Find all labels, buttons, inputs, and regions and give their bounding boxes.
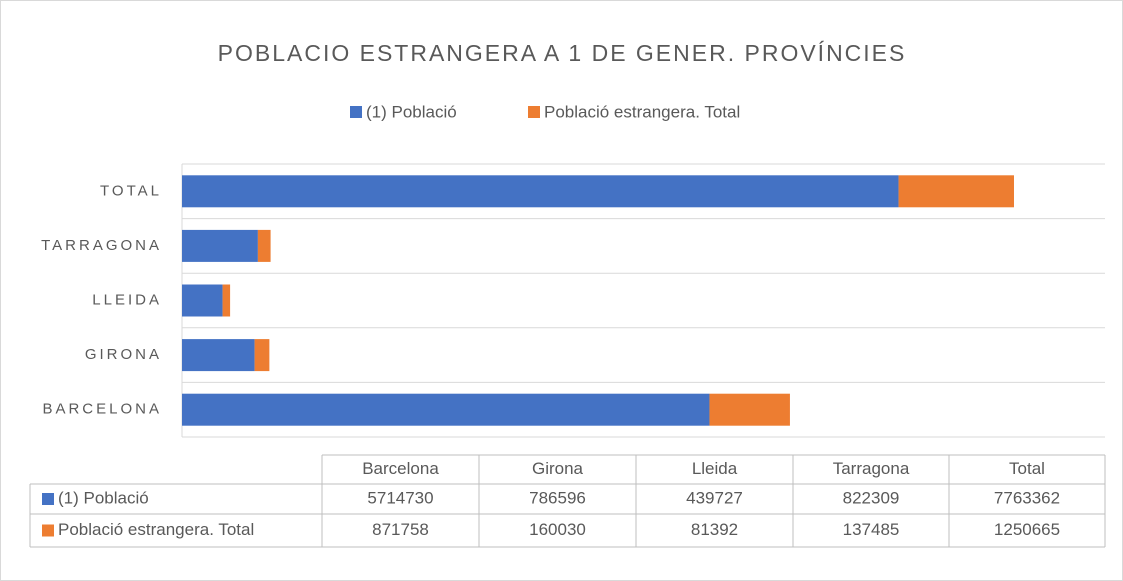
bar-segment xyxy=(182,175,899,208)
table-cell: 137485 xyxy=(843,520,900,539)
legend-label: Població estrangera. Total xyxy=(544,102,740,121)
bar-segment xyxy=(254,339,270,372)
table-header: Barcelona xyxy=(362,459,439,478)
bar-segment xyxy=(182,284,223,317)
y-tick-label: Girona xyxy=(85,346,162,363)
bar-segment xyxy=(182,229,258,262)
y-tick-label: Tarragona xyxy=(41,237,162,254)
table-cell: 7763362 xyxy=(994,488,1060,507)
chart-title: POBLACIO ESTRANGERA A 1 DE GENER. PROVÍN… xyxy=(218,40,907,66)
y-tick-label: Total xyxy=(100,182,162,199)
bar-segment xyxy=(182,393,710,426)
table-row-label: Població estrangera. Total xyxy=(58,520,254,539)
table-cell: 822309 xyxy=(843,488,900,507)
bar-segment xyxy=(257,229,271,262)
table-header: Girona xyxy=(532,459,584,478)
y-tick-label: Lleida xyxy=(92,291,162,308)
bar-segment xyxy=(222,284,231,317)
legend-swatch xyxy=(350,106,362,118)
table-row-label: (1) Població xyxy=(58,488,149,507)
table-cell: 871758 xyxy=(372,520,429,539)
table-cell: 1250665 xyxy=(994,520,1060,539)
table-cell: 786596 xyxy=(529,488,586,507)
bar-segment xyxy=(709,393,790,426)
table-header: Lleida xyxy=(692,459,738,478)
table-cell: 5714730 xyxy=(367,488,433,507)
bar-segment xyxy=(182,339,255,372)
y-tick-label: Barcelona xyxy=(42,401,162,418)
table-header: Total xyxy=(1009,459,1045,478)
table-cell: 81392 xyxy=(691,520,738,539)
bar-segment xyxy=(898,175,1014,208)
table-legend-swatch xyxy=(42,524,54,537)
legend-label: (1) Població xyxy=(366,102,457,121)
table-cell: 160030 xyxy=(529,520,586,539)
table-cell: 439727 xyxy=(686,488,743,507)
legend-swatch xyxy=(528,106,540,118)
table-header: Tarragona xyxy=(833,459,910,478)
table-legend-swatch xyxy=(42,493,54,505)
